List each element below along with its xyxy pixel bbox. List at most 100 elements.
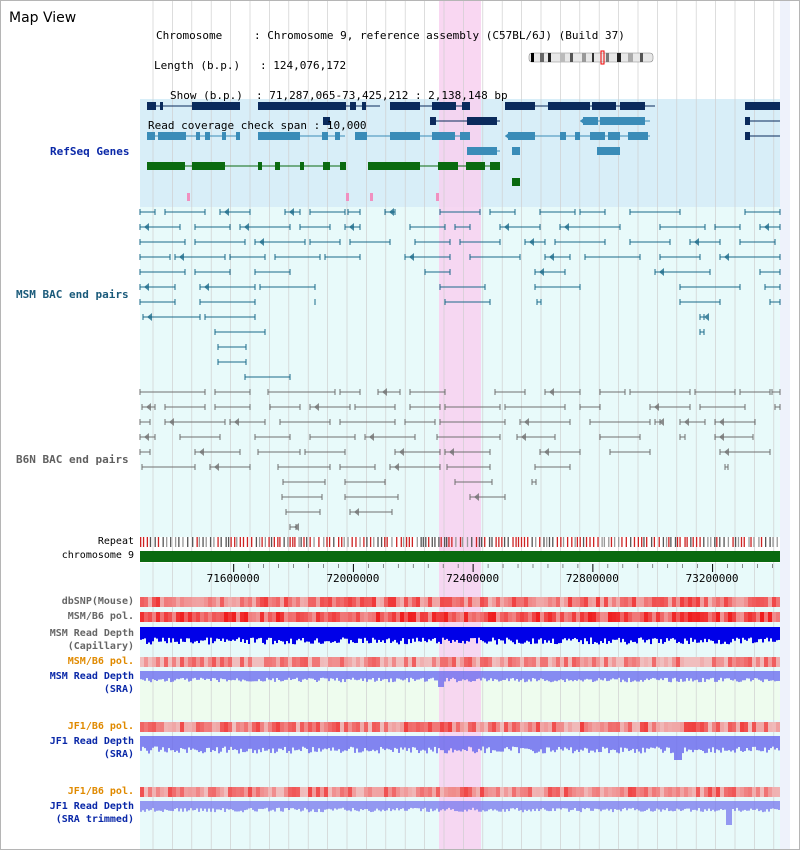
- msm-bac-pair: [174, 253, 226, 261]
- repeat-element: [338, 537, 340, 547]
- chromosome-track-label: chromosome 9: [61, 550, 134, 561]
- b6n-bac-pair: [277, 464, 331, 470]
- repeat-element: [707, 537, 709, 547]
- repeat-element: [154, 537, 156, 547]
- gene-model: [580, 117, 650, 125]
- chromosome-value: : Chromosome 9, reference assembly (C57B…: [254, 29, 625, 42]
- msm-b6-pol-heatmap: [140, 612, 780, 622]
- repeat-element: [234, 537, 236, 547]
- jf1-depth-trim-label-2: (SRA trimmed): [55, 814, 134, 825]
- b6n-bac-pair: [739, 389, 771, 395]
- jf1-b6-pol-heatmap: [140, 722, 780, 732]
- repeat-element: [488, 537, 491, 547]
- msm-bac-pair: [139, 269, 186, 275]
- repeat-element: [209, 537, 212, 547]
- repeat-element: [650, 537, 653, 547]
- axis-tick-label: 72400000: [446, 572, 500, 585]
- repeat-element: [714, 537, 716, 547]
- refseq-track-label[interactable]: RefSeq Genes: [50, 145, 130, 158]
- repeat-element: [380, 537, 383, 547]
- msm-depth-sra-bars: [140, 671, 780, 687]
- b6n-bac-pair: [339, 389, 361, 395]
- jf1-b6-pol-trim-track-label[interactable]: JF1/B6 pol.: [67, 786, 134, 797]
- msm-bac-pair: [719, 253, 781, 261]
- gene-model: [258, 132, 345, 140]
- msm-bac-pair: [679, 284, 741, 290]
- repeat-element: [674, 537, 677, 547]
- repeat-element: [341, 537, 343, 547]
- b6n-bac-pair: [194, 448, 241, 456]
- repeat-element: [459, 537, 462, 547]
- gene-model: [147, 102, 240, 110]
- msm-bac-track-label[interactable]: MSM BAC end pairs: [16, 288, 129, 301]
- msm-bac-pair: [139, 299, 176, 305]
- msm-b6-pol-track-label[interactable]: MSM/B6 pol.: [67, 611, 134, 622]
- b6n-bac-pair: [609, 449, 651, 455]
- repeat-element: [402, 537, 405, 547]
- repeat-element: [633, 537, 636, 547]
- jf1-depth-sra-label-1[interactable]: JF1 Read Depth: [49, 736, 134, 747]
- msm-depth-capillary-label-1[interactable]: MSM Read Depth: [49, 628, 134, 639]
- msm-bac-pair: [654, 268, 711, 276]
- msm-bac-pair: [439, 284, 486, 290]
- repeat-element: [601, 537, 603, 547]
- jf1-depth-trim-label-1[interactable]: JF1 Read Depth: [49, 801, 134, 812]
- msm-bac-pair: [142, 313, 201, 321]
- msm-bac-pair: [347, 209, 361, 215]
- repeat-element: [162, 537, 164, 547]
- repeat-element: [480, 537, 483, 547]
- msm-bac-pair: [659, 224, 706, 230]
- msm-bac-pair: [764, 284, 781, 290]
- msm-bac-pair: [384, 208, 396, 216]
- msm-bac-pair: [554, 239, 606, 245]
- repeat-element: [734, 537, 737, 547]
- b6n-bac-pair: [279, 419, 331, 425]
- b6n-bac-pair: [267, 389, 336, 395]
- repeat-element: [309, 537, 311, 547]
- repeat-element: [507, 537, 509, 547]
- gene-model: [368, 162, 500, 170]
- msm-b6-pol-sra-track-label[interactable]: MSM/B6 pol.: [67, 656, 134, 667]
- gene-model: [147, 162, 346, 170]
- gene-model: [745, 132, 780, 140]
- repeat-element: [227, 537, 230, 547]
- repeat-element: [298, 537, 300, 547]
- msm-bac-pair: [499, 223, 541, 231]
- b6n-bac-track-label[interactable]: B6N BAC end pairs: [16, 453, 129, 466]
- repeat-element: [637, 537, 640, 547]
- chromosome-track: [140, 551, 780, 562]
- repeat-element: [230, 537, 232, 547]
- axis-tick-label: 71600000: [206, 572, 260, 585]
- repeat-element: [758, 537, 760, 547]
- repeat-element: [748, 537, 750, 547]
- repeat-element: [451, 537, 453, 547]
- repeat-element: [239, 537, 241, 547]
- dbsnp-track-label[interactable]: dbSNP(Mouse): [61, 596, 134, 607]
- repeat-element: [448, 537, 450, 547]
- repeat-element: [251, 537, 253, 547]
- repeat-element: [142, 537, 145, 547]
- repeat-element: [313, 537, 315, 547]
- repeat-element: [556, 537, 559, 547]
- repeat-element: [434, 537, 436, 547]
- msm-depth-sra-label-1[interactable]: MSM Read Depth: [49, 671, 134, 682]
- repeat-element: [643, 537, 645, 547]
- length-label: Length (b.p.): [154, 59, 241, 72]
- repeat-element: [174, 537, 177, 547]
- repeat-element: [377, 537, 379, 547]
- repeat-element: [703, 537, 705, 547]
- repeat-element: [484, 537, 486, 547]
- msm-bac-pair: [444, 299, 491, 305]
- jf1-b6-pol-track-label[interactable]: JF1/B6 pol.: [67, 721, 134, 732]
- b6n-bac-pair: [141, 403, 156, 411]
- repeat-element: [220, 537, 222, 547]
- msm-bac-pair: [219, 208, 251, 216]
- repeat-element: [571, 537, 573, 547]
- repeat-element: [391, 537, 393, 547]
- repeat-element: [420, 537, 422, 547]
- repeat-element: [261, 537, 263, 547]
- repeat-element: [187, 537, 189, 547]
- repeat-element: [236, 537, 238, 547]
